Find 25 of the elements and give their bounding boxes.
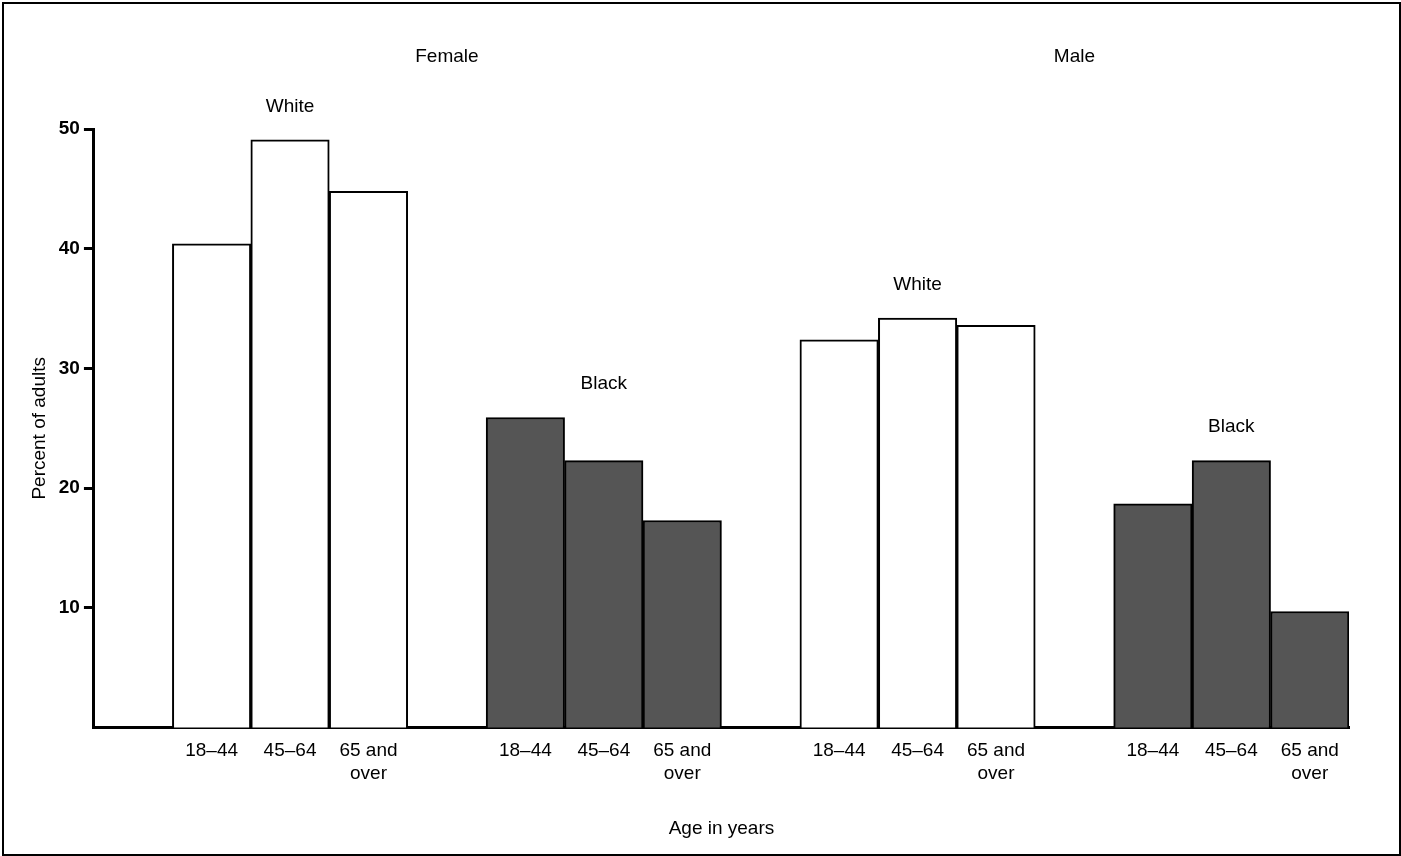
x-axis-title: Age in years <box>668 816 775 838</box>
series-label: Black <box>1208 415 1256 437</box>
x-tick-label: 18–44 <box>185 739 239 761</box>
y-tick-label: 50 <box>58 117 80 139</box>
y-tick-label: 10 <box>58 596 80 618</box>
y-axis-title: Percent of adults <box>27 357 49 500</box>
x-tick-label: 18–44 <box>1126 739 1180 761</box>
x-tick-label: 65 and over <box>1280 739 1339 784</box>
x-tick-label: 45–64 <box>263 739 317 761</box>
y-tick-label: 40 <box>58 236 80 258</box>
x-tick-label: 65 and over <box>339 739 398 784</box>
x-tick-label: 18–44 <box>498 739 553 761</box>
text: Male <box>1053 44 1096 66</box>
x-tick-label: 65 and over <box>653 739 712 784</box>
text: Female <box>415 44 479 66</box>
y-tick-label: 20 <box>58 476 80 498</box>
x-tick-label: 45–64 <box>891 739 945 761</box>
x-tick-label: 18–44 <box>812 739 866 761</box>
x-tick-label: 45–64 <box>577 739 631 761</box>
x-tick-label: 45–64 <box>1204 739 1259 761</box>
text: Black <box>580 372 628 394</box>
text: White <box>893 272 942 294</box>
y-tick-label: 30 <box>58 356 80 378</box>
series-label: White <box>265 94 315 116</box>
x-tick-label: 65 and over <box>966 739 1026 784</box>
